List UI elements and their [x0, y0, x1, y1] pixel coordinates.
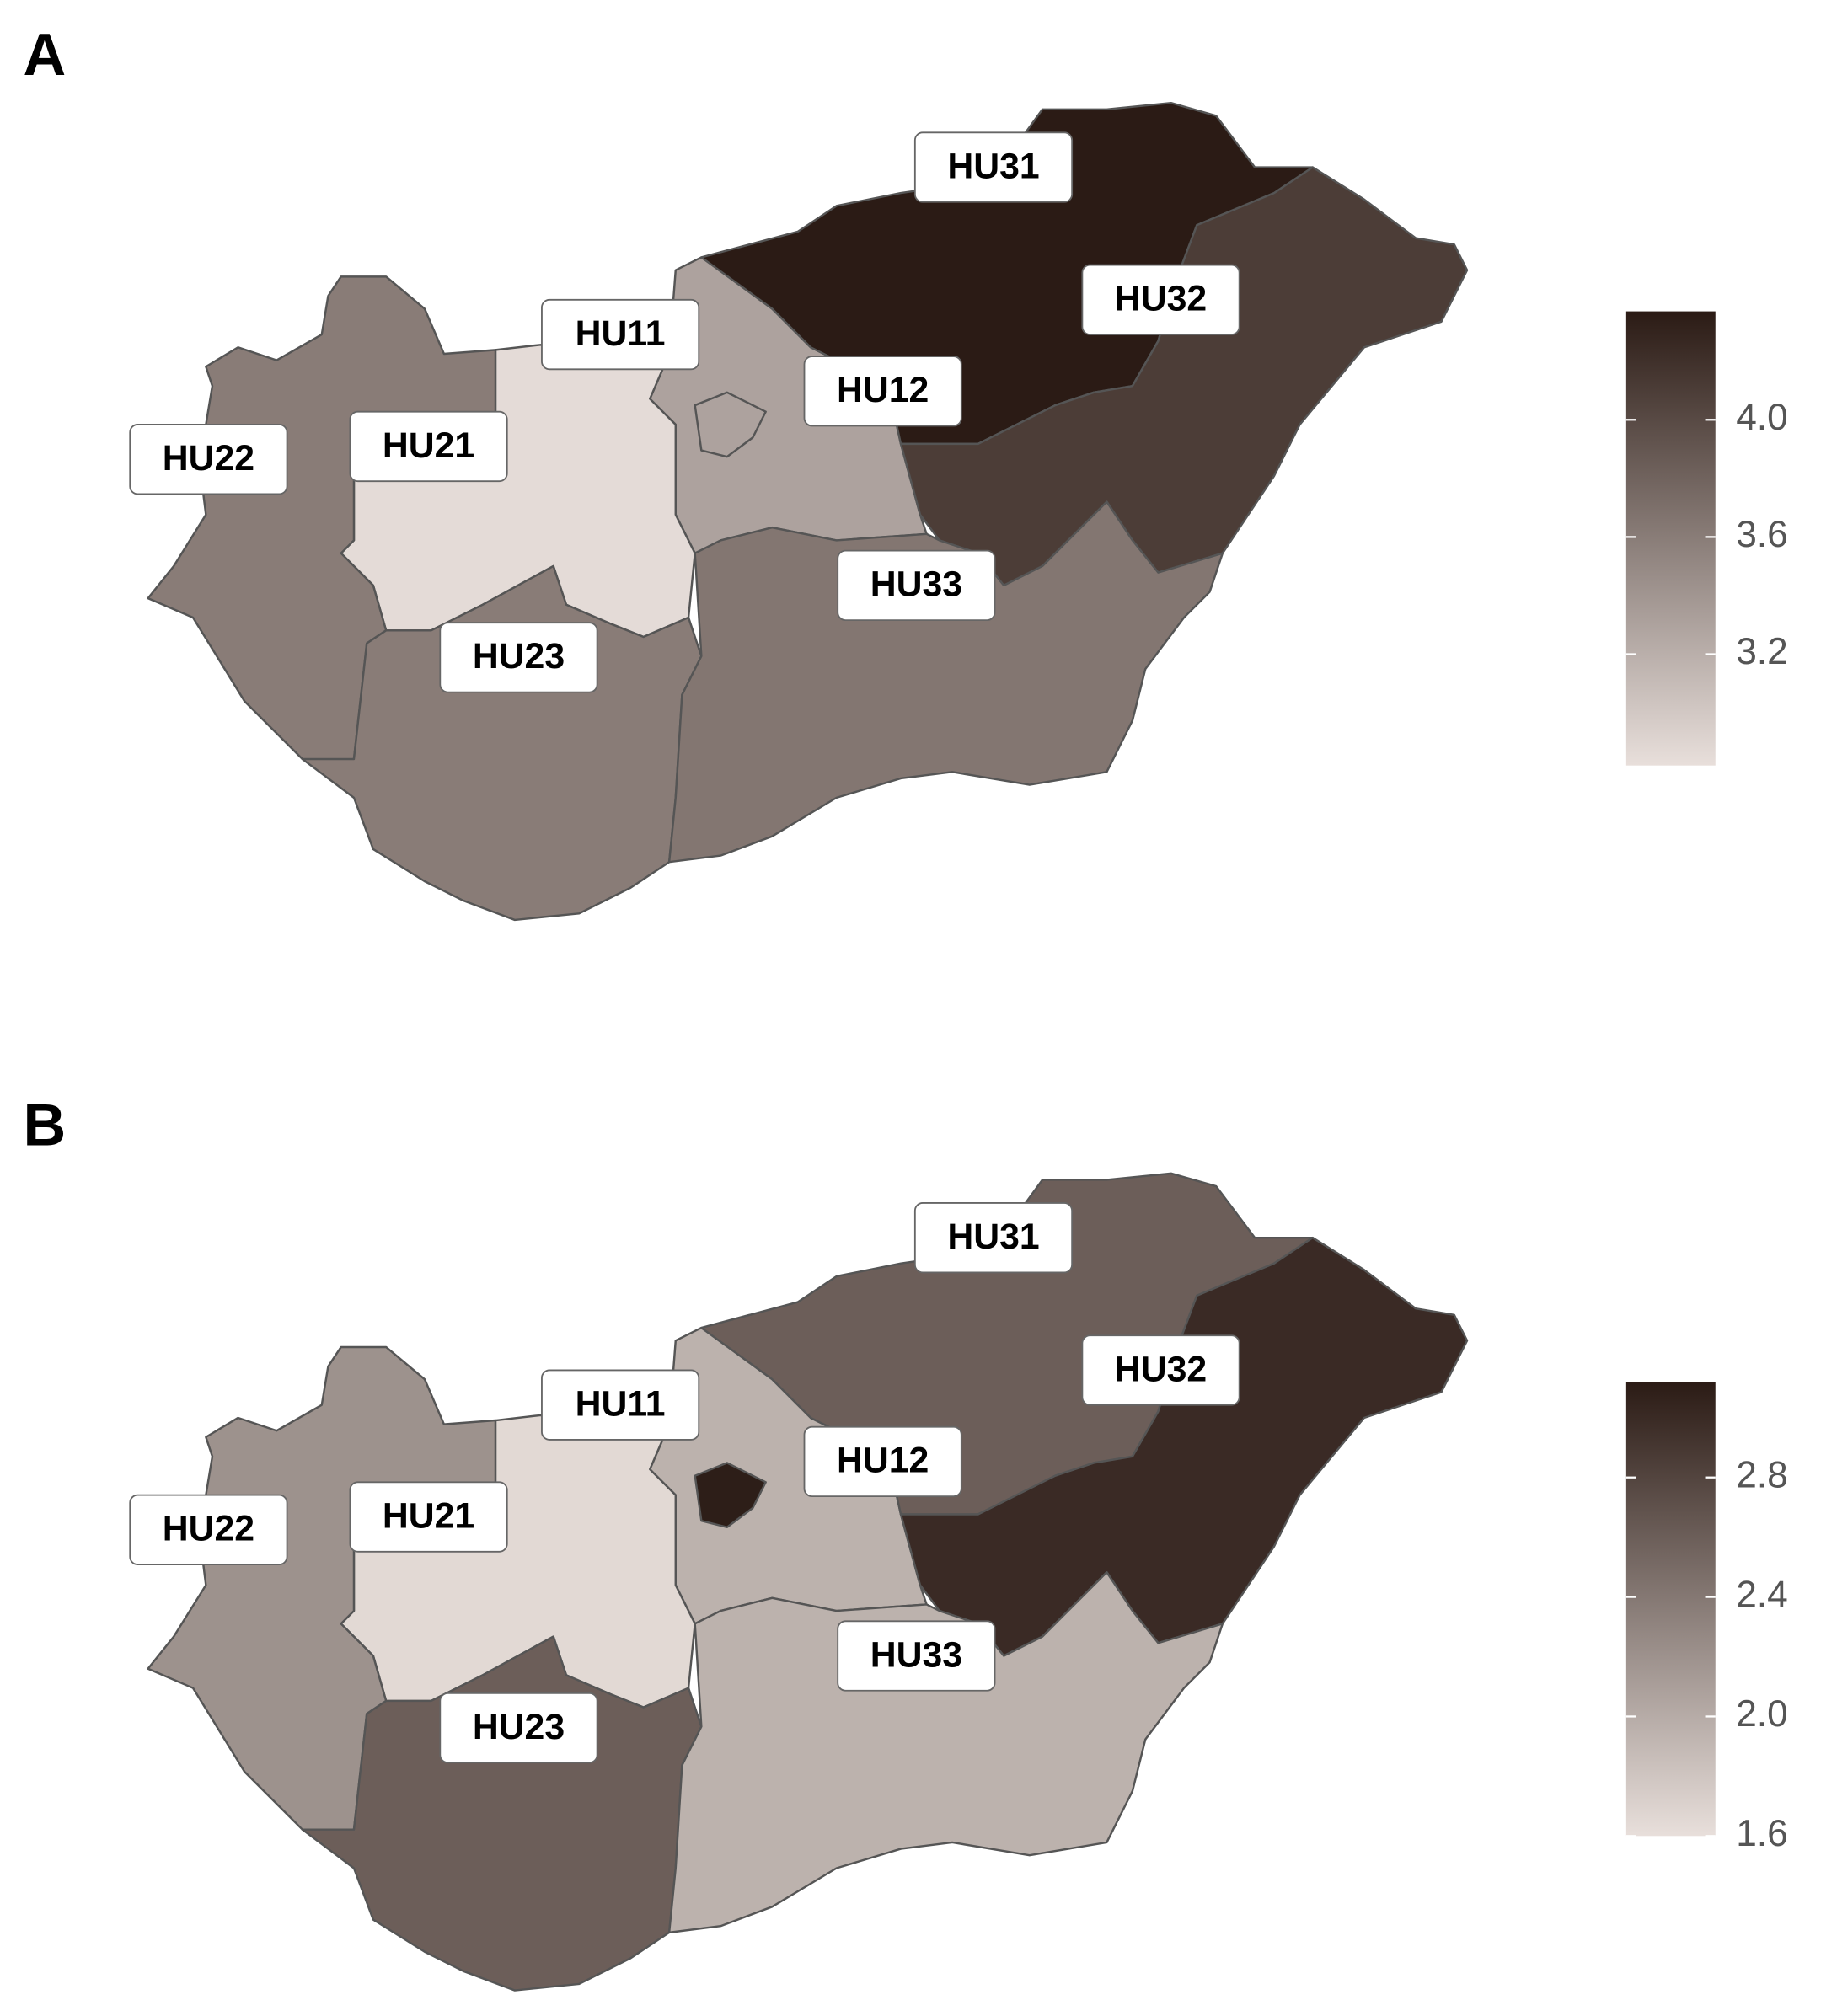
panel-label: A — [23, 21, 66, 88]
colorbar — [1625, 311, 1716, 766]
colorbar-tick-label: 2.4 — [1736, 1574, 1788, 1615]
label-box — [1081, 1334, 1240, 1406]
label-box — [129, 424, 288, 495]
label-box — [541, 298, 700, 371]
panel-label: B — [23, 1091, 66, 1158]
colorbar-tick-label: 3.2 — [1736, 631, 1788, 672]
label-box — [439, 1692, 598, 1764]
colorbar-tick-label: 2.0 — [1736, 1693, 1788, 1735]
region-label: HU31 — [947, 1217, 1039, 1257]
map-panel: B HU11 HU12 HU21 HU22 HU23 HU31 HU32 HU33 1.6 2.0 2… — [23, 1091, 1788, 1992]
label-box — [803, 1425, 962, 1498]
colorbar-tick-label: 1.6 — [1736, 1813, 1788, 1854]
colorbar-tick-label: 4.0 — [1736, 397, 1788, 438]
label-box — [837, 1620, 996, 1692]
region — [694, 391, 767, 458]
colorbar-tick-label: 2.8 — [1736, 1454, 1788, 1495]
region-label: HU11 — [576, 313, 666, 354]
figure-content: A HU11 HU12 HU21 HU22 HU23 HU31 HU32 HU33 3.2 3.6 4… — [23, 21, 1788, 1992]
region-label: HU12 — [837, 370, 929, 410]
label-box — [913, 131, 1074, 203]
region-label: HU31 — [947, 146, 1039, 186]
label-box — [1081, 264, 1240, 335]
colorbar — [1625, 1382, 1716, 1837]
label-box — [439, 622, 598, 693]
region-label: HU22 — [163, 438, 254, 479]
colorbar-tick-label: 3.6 — [1736, 514, 1788, 555]
label-box — [803, 356, 962, 427]
region-label: HU32 — [1115, 1349, 1207, 1389]
map-panel: A HU11 HU12 HU21 HU22 HU23 HU31 HU32 HU33 3.2 3.6 4… — [23, 21, 1788, 922]
label-box — [349, 410, 508, 483]
label-box — [349, 1481, 508, 1553]
region-label: HU22 — [163, 1509, 254, 1549]
region-label: HU33 — [870, 564, 962, 605]
region-label: HU32 — [1115, 279, 1207, 319]
label-box — [129, 1494, 288, 1565]
region-label: HU23 — [473, 1707, 565, 1747]
region — [667, 500, 1224, 864]
region-label: HU23 — [473, 636, 565, 676]
label-box — [541, 1369, 700, 1441]
region-label: HU12 — [837, 1441, 929, 1481]
region-label: HU21 — [383, 1495, 474, 1536]
region-label: HU33 — [870, 1634, 962, 1675]
region — [667, 1571, 1224, 1934]
label-box — [913, 1202, 1074, 1274]
region-label: HU21 — [383, 425, 474, 466]
region — [694, 1462, 767, 1529]
region-label: HU11 — [576, 1384, 666, 1425]
label-box — [837, 549, 996, 622]
